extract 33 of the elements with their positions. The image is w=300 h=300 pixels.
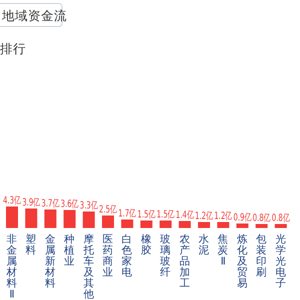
bar <box>160 220 172 228</box>
x-tick-label: 包装印刷 <box>256 233 268 279</box>
x-tick-label: 玻璃玻纤 <box>160 232 172 279</box>
x-tick-label: 医药商业 <box>102 233 114 279</box>
bar <box>6 206 18 228</box>
bar <box>217 222 230 228</box>
bar <box>44 210 56 228</box>
chart-title: 地域资金流 <box>1 8 67 23</box>
chart-subtitle: 排行 <box>0 41 26 56</box>
x-tick-label: 塑料 <box>26 232 37 256</box>
bar <box>121 220 134 228</box>
x-tick-label: 摩托车及其他 <box>82 232 94 300</box>
x-tick-label: 金属新材料 <box>44 233 56 290</box>
x-tick-label: 非金属材料Ⅱ <box>6 232 18 300</box>
bar <box>102 216 114 228</box>
x-tick-label: 炼化及贸易 <box>236 233 248 290</box>
bar <box>256 224 268 228</box>
x-tick-label: 白色家电 <box>122 233 133 279</box>
x-tick-label: 光学光电子 <box>275 232 286 290</box>
data-label: 0.8亿 <box>272 213 298 224</box>
bar <box>178 221 191 228</box>
bar <box>198 222 210 228</box>
bar <box>25 208 38 228</box>
bar <box>64 210 76 228</box>
x-tick-label: 农产品加工 <box>179 233 190 290</box>
bar <box>274 224 287 228</box>
x-tick-label: 橡胶 <box>140 233 152 256</box>
x-tick-label: 焦炭Ⅱ <box>218 233 229 268</box>
bar <box>82 212 95 228</box>
bar <box>236 224 248 228</box>
x-tick-label: 水泥 <box>198 232 210 256</box>
bar <box>140 220 152 228</box>
x-tick-label: 种植业 <box>64 232 76 268</box>
